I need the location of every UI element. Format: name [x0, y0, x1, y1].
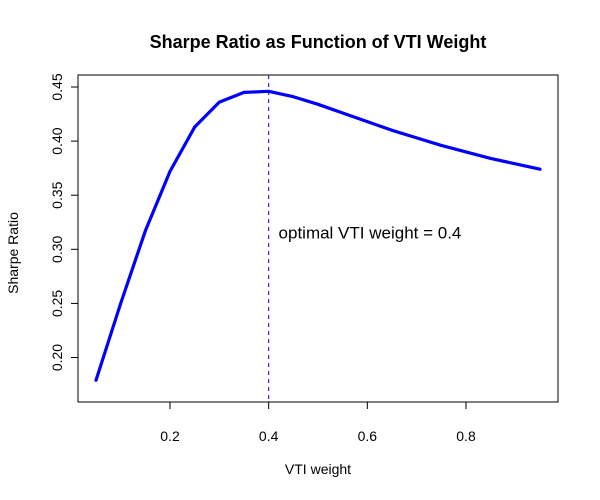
x-axis-title: VTI weight	[285, 461, 351, 477]
y-tick-label: 0.30	[49, 235, 65, 262]
y-tick-label: 0.40	[49, 127, 65, 154]
y-tick-label: 0.45	[49, 73, 65, 100]
x-tick-label: 0.4	[259, 428, 279, 444]
y-axis: 0.20 0.25 0.30 0.35 0.40 0.45	[49, 73, 79, 371]
plot-marks	[94, 75, 542, 402]
chart-title: Sharpe Ratio as Function of VTI Weight	[150, 32, 487, 52]
y-axis-title: Sharpe Ratio	[5, 212, 21, 294]
y-tick-label: 0.35	[49, 181, 65, 208]
optimal-weight-annotation: optimal VTI weight = 0.4	[279, 224, 462, 243]
y-tick-label: 0.25	[49, 290, 65, 317]
x-tick-label: 0.6	[358, 428, 378, 444]
x-tick-label: 0.8	[456, 428, 476, 444]
sharpe-ratio-line	[94, 89, 542, 382]
x-axis: 0.2 0.4 0.6 0.8	[160, 401, 476, 444]
y-tick-label: 0.20	[49, 344, 65, 371]
x-tick-label: 0.2	[160, 428, 180, 444]
